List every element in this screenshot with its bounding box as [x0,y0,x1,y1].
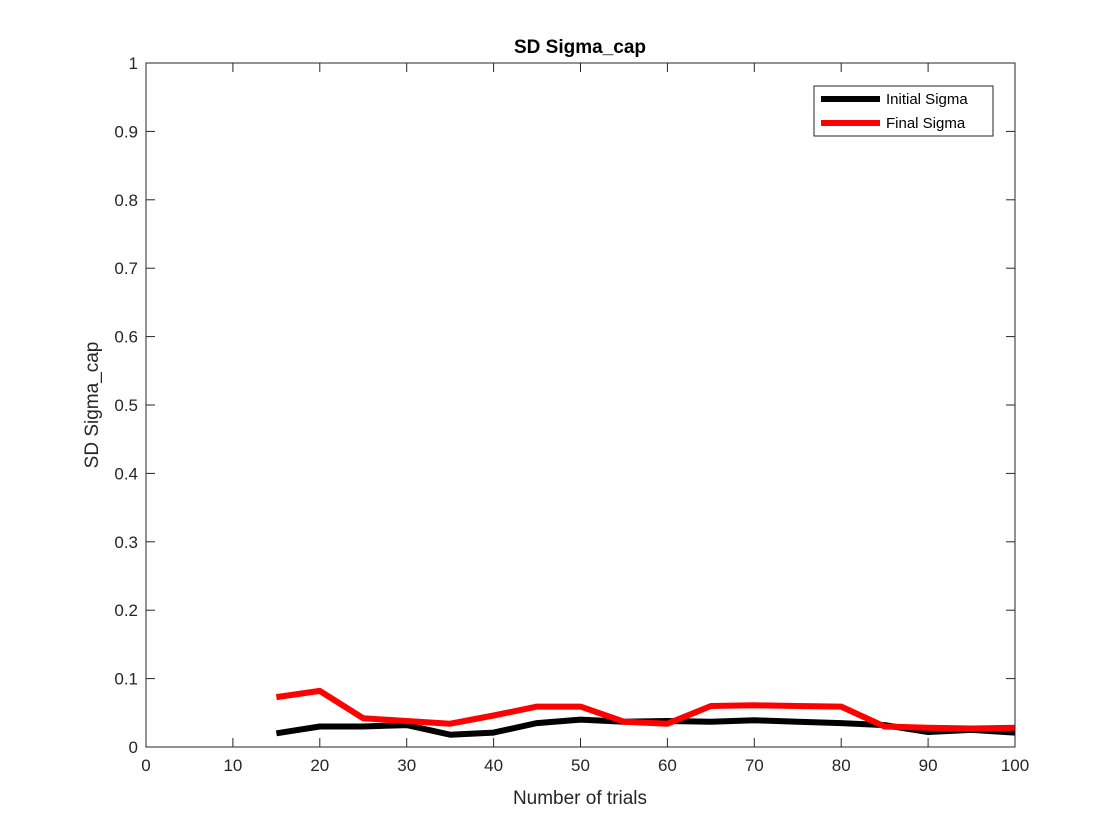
chart-title: SD Sigma_cap [514,37,646,58]
y-tick-label: 0.3 [114,533,138,552]
x-tick-label: 60 [658,756,677,775]
x-tick-label: 100 [1001,756,1029,775]
x-tick-label: 90 [919,756,938,775]
legend: Initial Sigma Final Sigma [813,85,994,137]
x-tick-label: 70 [745,756,764,775]
plot-area [146,63,1015,747]
x-tick-label: 50 [571,756,590,775]
y-tick-label: 1 [129,54,138,73]
y-tick-label: 0.1 [114,670,138,689]
x-tick-label: 30 [397,756,416,775]
x-tick-label: 20 [310,756,329,775]
axes-box [145,62,1016,748]
series-line-2 [275,687,1016,732]
axis-ticks: 0 10 20 30 40 50 60 70 80 90 100 0 0.1 0.2 0.3 0.4 0.5 0.… [114,54,1029,775]
legend-label-1: Initial Sigma [886,91,968,108]
y-tick-label: 0.6 [114,328,138,347]
legend-box [813,85,994,137]
x-tick-label: 40 [484,756,503,775]
x-axis-label: Number of trials [513,788,647,809]
series-lines [275,687,1016,738]
legend-label-2: Final Sigma [886,115,966,132]
y-tick-label: 0.4 [114,464,138,483]
y-tick-label: 0.8 [114,191,138,210]
y-tick-label: 0 [129,738,138,757]
x-tick-label: 0 [141,756,150,775]
y-tick-label: 0.9 [114,122,138,141]
y-tick-label: 0.2 [114,601,138,620]
y-tick-label: 0.5 [114,396,138,415]
x-tick-label: 80 [832,756,851,775]
y-axis-label: SD Sigma_cap [82,342,103,469]
x-tick-label: 10 [223,756,242,775]
y-tick-label: 0.7 [114,259,138,278]
